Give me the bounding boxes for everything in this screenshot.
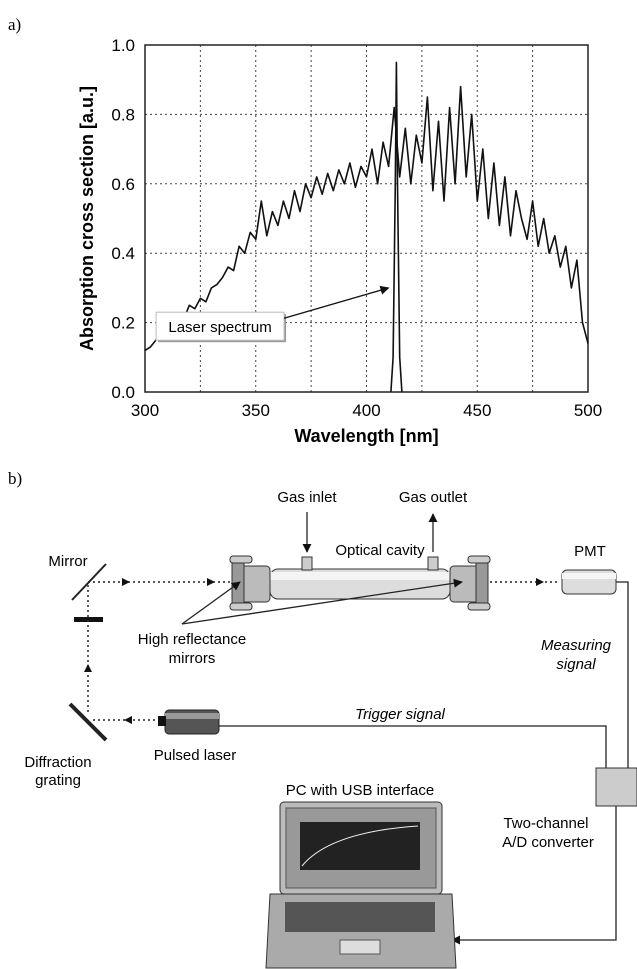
arrowhead [536,578,544,586]
label: PMT [574,543,606,560]
diagram: Gas inlet Gas outlet Optical cavity Mirr… [24,489,637,969]
plot-frame [144,44,589,393]
panel-label: a) [8,15,21,34]
chart: 0.0 0.2 0.4 0.6 0.8 1.0 300 350 400 450 500 Wavelen… [77,36,602,446]
x-tick-label: 350 [242,401,270,420]
optical-cavity [229,555,491,611]
annotation-arrow [283,285,390,319]
y-tick-label: 0.4 [111,244,135,263]
arrowhead [84,664,92,672]
series-line [390,61,403,393]
y-tick-label: 0.6 [111,175,135,194]
usb-wire [451,806,617,945]
label: signal [556,656,596,673]
x-tick-label: 500 [574,401,602,420]
filter [74,617,103,622]
label: Pulsed laser [154,747,237,764]
y-tick-label: 1.0 [111,36,135,55]
label: High reflectance [138,631,246,648]
arrow [181,581,241,625]
adc [595,767,637,807]
arrowhead [124,716,132,724]
label: Diffraction [24,754,91,771]
signal-wire [616,581,629,770]
label: Trigger signal [355,706,445,723]
panel-label: b) [8,469,22,488]
laptop [265,801,457,969]
trigger-wire [219,725,607,770]
label: Gas outlet [399,489,468,506]
grating [68,702,108,742]
label: Mirror [48,553,87,570]
annotation: Laser spectrum [168,319,271,336]
y-tick-label: 0.0 [111,383,135,402]
y-tick-label: 0.8 [111,105,135,124]
pulsed-laser [158,709,220,735]
x-axis-label: Wavelength [nm] [294,426,438,446]
label: grating [35,772,81,789]
annotation-box [155,311,285,341]
y-axis-label: Absorption cross section [a.u.] [77,86,97,351]
label: Gas inlet [277,489,337,506]
label: Optical cavity [335,542,425,559]
label: Measuring [541,637,612,654]
label: Two-channel [503,815,588,832]
label: mirrors [169,650,216,667]
arrow [181,578,463,625]
x-tick-label: 400 [352,401,380,420]
x-tick-label: 300 [131,401,159,420]
pmt [561,569,617,595]
label: A/D converter [502,834,594,851]
x-tick-label: 450 [463,401,491,420]
label: PC with USB interface [286,782,434,799]
series-line [144,85,589,352]
y-tick-label: 0.2 [111,314,135,333]
